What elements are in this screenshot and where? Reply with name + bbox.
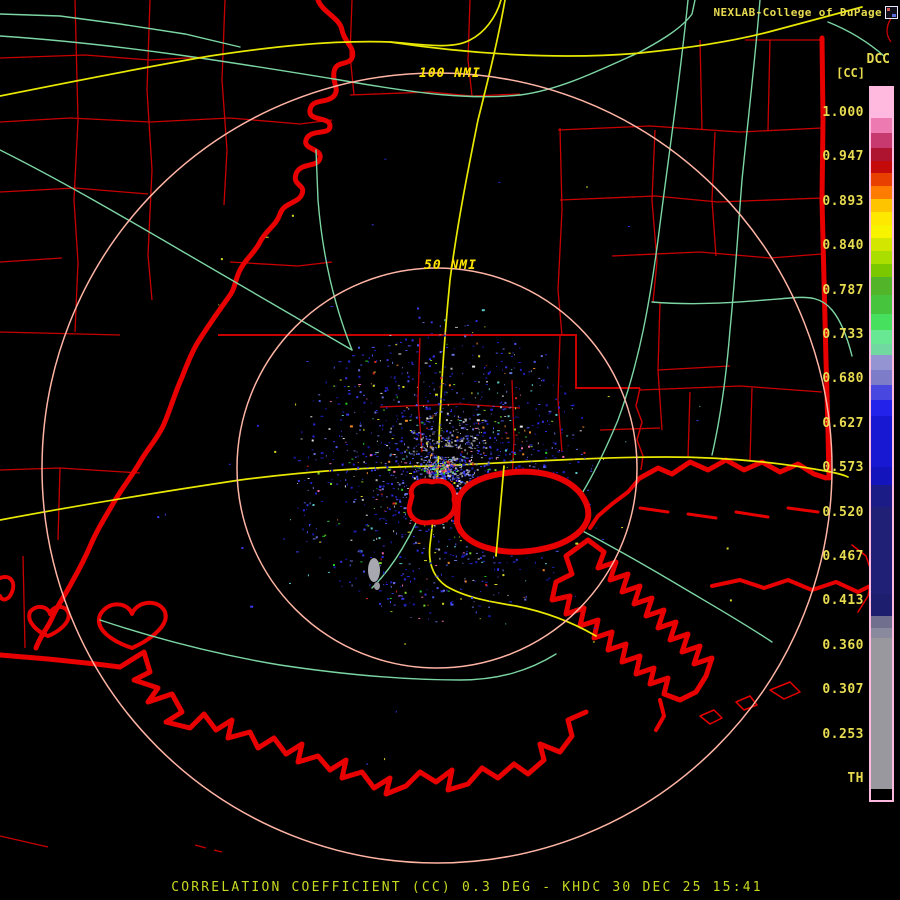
colorbar-segment — [871, 385, 892, 401]
colorbar-tick-label: 0.893 — [822, 193, 864, 209]
colorbar-units: [CC] — [836, 66, 865, 80]
minor-roads — [0, 0, 885, 681]
barrier-islands — [638, 506, 820, 520]
colorbar-segment — [871, 251, 892, 265]
colorbar-segment — [871, 506, 892, 594]
colorbar-segment — [871, 416, 892, 467]
colorbar-tick-label: 0.573 — [822, 460, 864, 476]
colorbar-segment — [871, 133, 892, 149]
colorbar-tick-label: 0.467 — [822, 549, 864, 564]
lake-heart-east — [96, 600, 168, 650]
colorbar-tick-label: 0.947 — [822, 149, 864, 165]
colorbar-segment — [871, 484, 892, 507]
map-overlays — [368, 447, 505, 590]
colorbar-title: DCC — [866, 52, 890, 67]
colorbar-segment — [871, 615, 892, 628]
colorbar-segment — [871, 172, 892, 186]
colorbar-tick-label: 0.787 — [822, 282, 864, 298]
colorbar-segment — [871, 593, 892, 616]
colorbar-segment — [871, 637, 892, 789]
radar-center-hole — [433, 447, 461, 457]
colorbar-segment — [871, 295, 892, 314]
clutter-patch — [374, 582, 380, 590]
colorbar-tick-label: 0.520 — [822, 504, 864, 520]
colorbar-tick-label: 0.627 — [822, 415, 864, 431]
mississippi-river — [33, 0, 356, 651]
colorbar-segment — [871, 277, 892, 296]
colorbar-segment — [871, 160, 892, 173]
colorbar-tick-label: 0.360 — [822, 637, 864, 653]
colorbar-threshold-label: TH — [847, 771, 864, 786]
brand: NEXLAB-College of DuPage — [713, 6, 898, 19]
colorbar-tick-label: 0.680 — [822, 371, 864, 387]
lake-heart-west — [27, 605, 71, 638]
colorbar — [869, 86, 894, 802]
range-ring — [41, 72, 833, 864]
colorbar-segment — [871, 198, 892, 212]
colorbar-segment — [871, 400, 892, 417]
colorbar-segment — [871, 211, 892, 225]
gulf-coast-marsh — [117, 649, 589, 797]
roads — [0, 0, 885, 681]
brand-text: NEXLAB-College of DuPage — [713, 6, 882, 19]
colorbar-segment — [871, 369, 892, 386]
county-boundaries — [0, 0, 894, 853]
colorbar-tick-label: 0.307 — [822, 682, 864, 698]
colorbar-segment — [871, 224, 892, 239]
status-text: CORRELATION COEFFICIENT (CC) 0.3 DEG - K… — [171, 880, 763, 895]
colorbar-tick-label: 0.840 — [822, 238, 864, 254]
radar-map — [0, 0, 894, 864]
state-borders-coastline — [0, 0, 876, 797]
colorbar-segment — [871, 329, 892, 344]
lake-pontchartrain — [454, 468, 592, 555]
colorbar-segment — [871, 788, 892, 801]
colorbar-segment — [871, 354, 892, 370]
state-line-east — [819, 35, 832, 481]
colorbar-segment — [871, 627, 892, 638]
delta-marsh — [549, 537, 715, 703]
major-roads — [0, 0, 863, 637]
colorbar-segment — [871, 118, 892, 134]
colorbar-segment — [871, 88, 892, 119]
range-rings — [41, 72, 833, 864]
colorbar-segment — [871, 466, 892, 485]
radar-echoes — [157, 158, 732, 765]
ms-gulf-coast — [637, 457, 829, 481]
colorbar-tick-label: 1.000 — [822, 105, 864, 120]
range-ring-label: 100 NMI — [419, 66, 481, 81]
range-ring — [236, 267, 638, 669]
colorbar-segment — [871, 264, 892, 278]
colorbar-tick-label: 0.253 — [822, 726, 864, 742]
colorbar-segment — [871, 148, 892, 161]
lake-maurepas — [406, 478, 458, 526]
colorbar-segment — [871, 185, 892, 199]
range-ring-label: 50 NMI — [424, 258, 477, 273]
colorbar-segment — [871, 343, 892, 355]
colorbar-segment — [871, 238, 892, 252]
broken-image-icon — [885, 6, 898, 19]
lakes — [406, 468, 592, 555]
colorbar-tick-label: 0.413 — [822, 593, 864, 609]
colorbar-segment — [871, 313, 892, 330]
colorbar-tick-label: 0.733 — [822, 327, 864, 342]
clutter-patch — [368, 558, 380, 582]
status-bar: CORRELATION COEFFICIENT (CC) 0.3 DEG - K… — [0, 876, 900, 895]
